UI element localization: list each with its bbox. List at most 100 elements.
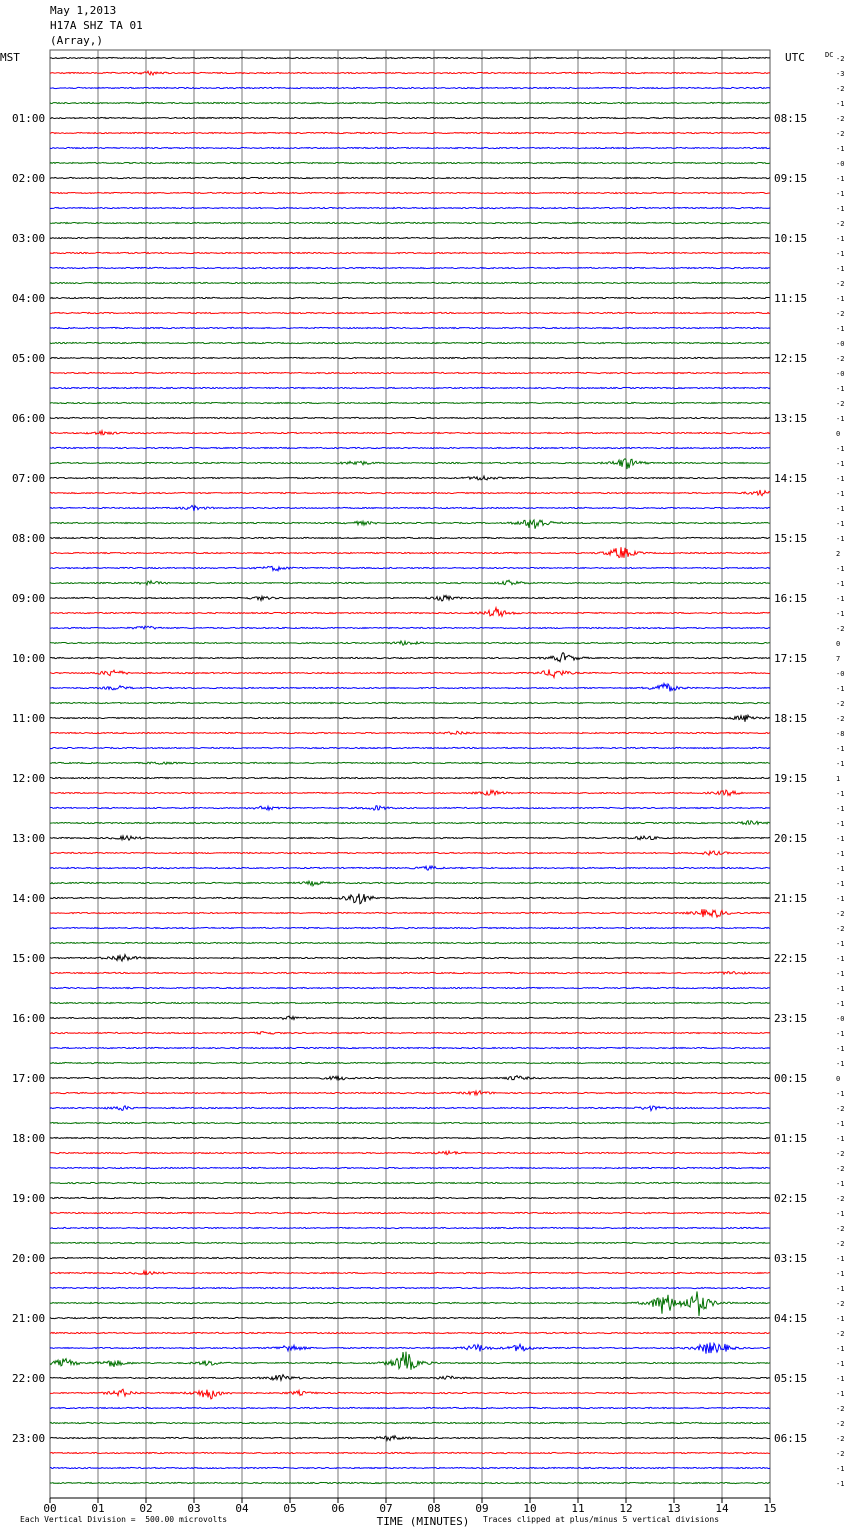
- dc-offset-label: -1: [836, 1180, 844, 1188]
- x-tick-label: 00: [43, 1502, 56, 1515]
- dc-offset-label: -8: [836, 730, 844, 738]
- trace-line: [49, 326, 771, 330]
- hour-label-utc: 16:15: [774, 592, 807, 605]
- dc-offset-label: -1: [836, 955, 844, 963]
- dc-offset-label: 2: [836, 550, 840, 558]
- dc-offset-label: -1: [836, 595, 844, 603]
- chart-grid: [49, 49, 771, 1503]
- trace-line: [49, 849, 771, 857]
- dc-offset-label: -1: [836, 1315, 844, 1323]
- hour-label-utc: 01:15: [774, 1132, 807, 1145]
- header-station: H17A SHZ TA 01: [50, 19, 143, 32]
- trace-line: [49, 428, 771, 437]
- hour-label-mst: 06:00: [12, 412, 45, 425]
- hour-label-mst: 01:00: [12, 112, 45, 125]
- trace-line: [49, 70, 771, 77]
- dc-offset-label: -2: [836, 1420, 844, 1428]
- hour-label-utc: 20:15: [774, 832, 807, 845]
- trace-line: [49, 116, 771, 120]
- dc-offset-label: -1: [836, 970, 844, 978]
- trace-line: [50, 1466, 771, 1470]
- trace-line: [49, 504, 771, 512]
- dc-offset-label: -2: [836, 1150, 844, 1158]
- dc-offset-label: -1: [836, 865, 844, 873]
- trace-line: [49, 1074, 771, 1082]
- dc-offset-label: -1: [836, 295, 844, 303]
- hour-label-mst: 12:00: [12, 772, 45, 785]
- trace-line: [49, 1286, 771, 1290]
- trace-line: [49, 834, 771, 842]
- trace-line: [49, 101, 771, 105]
- dc-offset-label: -2: [836, 1330, 844, 1338]
- dc-offset-label: -1: [836, 565, 844, 573]
- hour-label-utc: 23:15: [774, 1012, 807, 1025]
- hour-label-utc: 06:15: [774, 1432, 807, 1445]
- dc-offset-label: -2: [836, 625, 844, 633]
- x-tick-label: 06: [331, 1502, 344, 1515]
- trace-line: [49, 146, 771, 150]
- x-tick-label: 05: [283, 1502, 296, 1515]
- hour-label-mst: 20:00: [12, 1252, 45, 1265]
- trace-line: [49, 1451, 771, 1455]
- dc-offset-label: 1: [836, 775, 840, 783]
- dc-offset-label: -1: [836, 820, 844, 828]
- trace-line: [49, 1406, 771, 1410]
- dc-offset-label: -2: [836, 400, 844, 408]
- hour-label-utc: 08:15: [774, 112, 807, 125]
- trace-line: [49, 1001, 771, 1005]
- dc-offset-label: -1: [836, 1285, 844, 1293]
- trace-line: [49, 474, 771, 481]
- x-tick-label: 07: [379, 1502, 392, 1515]
- trace-line: [49, 1166, 771, 1170]
- trace-group: [49, 56, 771, 1485]
- hour-label-utc: 21:15: [774, 892, 807, 905]
- trace-line: [49, 893, 771, 905]
- trace-line: [49, 605, 771, 618]
- trace-line: [49, 371, 771, 375]
- trace-line: [49, 1316, 771, 1320]
- trace-line: [49, 788, 771, 797]
- dc-offset-label: -1: [836, 1480, 844, 1488]
- trace-line: [49, 879, 771, 887]
- header-date: May 1,2013: [50, 4, 117, 17]
- x-tick-label: 14: [715, 1502, 729, 1515]
- trace-line: [49, 625, 771, 630]
- dc-offset-label: -1: [836, 475, 844, 483]
- dc-offset-label: 0: [836, 640, 840, 648]
- dc-offset-label: -1: [836, 1465, 844, 1473]
- hour-label-mst: 05:00: [12, 352, 45, 365]
- trace-line: [49, 579, 771, 587]
- dc-offset-label: -1: [836, 880, 844, 888]
- hour-label-mst: 02:00: [12, 172, 45, 185]
- x-tick-label: 13: [667, 1502, 680, 1515]
- dc-offset-label: -2: [836, 1450, 844, 1458]
- trace-line: [49, 761, 771, 766]
- trace-line: [49, 669, 771, 680]
- dc-offset-label: -1: [836, 235, 844, 243]
- hour-label-mst: 13:00: [12, 832, 45, 845]
- dc-offset-label: -2: [836, 220, 844, 228]
- trace-line: [49, 864, 771, 871]
- trace-line: [49, 776, 771, 780]
- trace-line: [49, 296, 771, 300]
- hour-label-utc: 09:15: [774, 172, 807, 185]
- dc-offset-label: -1: [836, 1360, 844, 1368]
- trace-line: [49, 281, 771, 285]
- hour-label-utc: 19:15: [774, 772, 807, 785]
- hour-label-utc: 02:15: [774, 1192, 807, 1205]
- hour-label-mst: 09:00: [12, 592, 45, 605]
- dc-offset-label: -2: [836, 115, 844, 123]
- trace-line: [49, 86, 771, 90]
- dc-offset-label: -1: [836, 745, 844, 753]
- trace-line: [49, 565, 771, 573]
- hour-label-mst: 23:00: [12, 1432, 45, 1445]
- trace-line: [49, 1331, 771, 1335]
- dc-offset-label: -1: [836, 1390, 844, 1398]
- hour-label-utc: 10:15: [774, 232, 807, 245]
- dc-offset-label: -1: [836, 265, 844, 273]
- trace-line: [49, 1015, 771, 1021]
- trace-line: [49, 1061, 771, 1065]
- trace-line: [49, 1104, 771, 1113]
- hour-label-mst: 15:00: [12, 952, 45, 965]
- dc-offset-label: -2: [836, 1105, 844, 1113]
